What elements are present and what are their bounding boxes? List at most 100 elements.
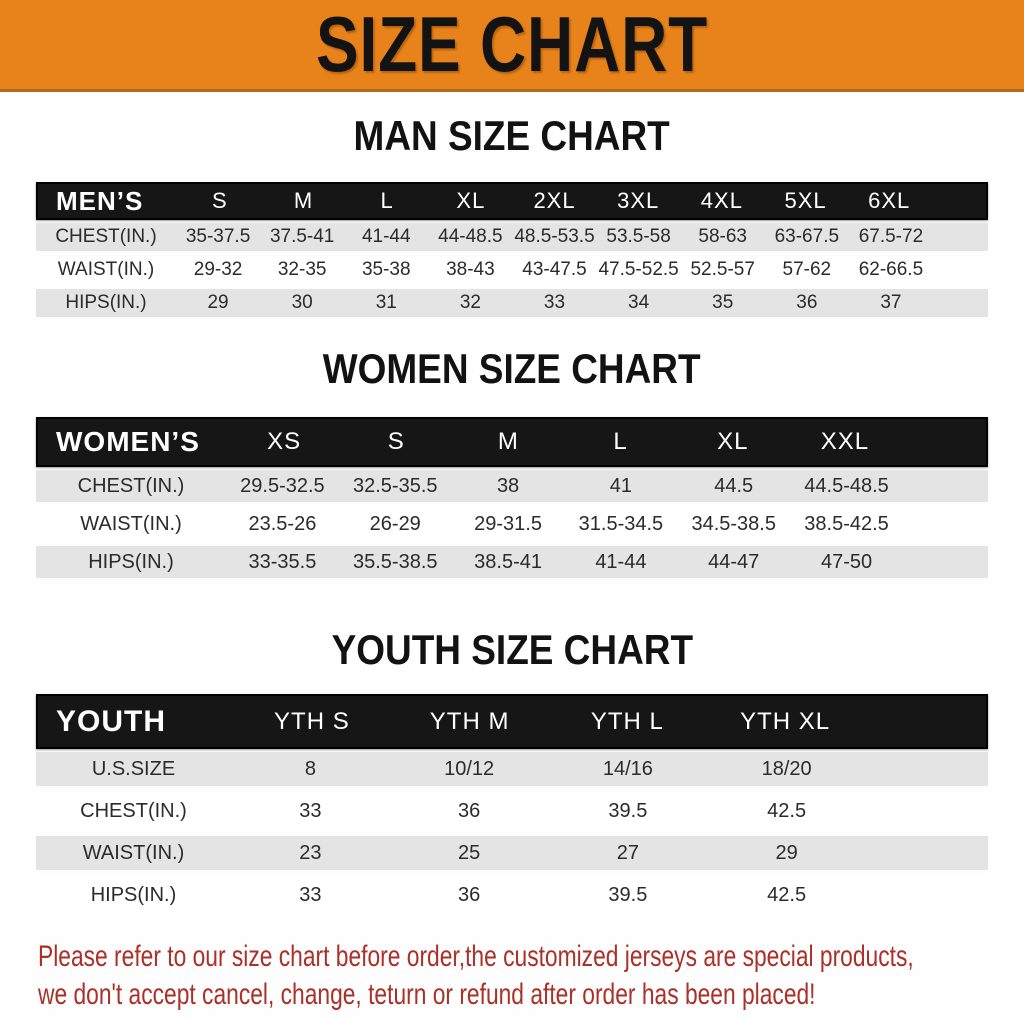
size-chart-title: SIZE CHART xyxy=(316,0,708,88)
size-table: WOMEN’S XS S M L XL XXL CHEST(IN.) 29.5-32.5 32… xyxy=(36,417,988,578)
table-row: HIPS(IN.) 33 36 39.5 42.5 xyxy=(36,878,988,912)
size-value-cell: 34.5-38.5 xyxy=(691,512,776,535)
size-value-cell: 25 xyxy=(458,841,481,864)
size-value-cell: 41-44 xyxy=(361,226,411,247)
section-heading-text: MAN SIZE CHART xyxy=(353,112,671,159)
size-value-cell: 31.5-34.5 xyxy=(578,512,664,535)
size-chart-section: WOMEN SIZE CHART WOMEN’S XS S M L XL XXL CHES… xyxy=(0,347,1024,578)
size-value-cell: 23 xyxy=(299,841,322,864)
size-column-header: 2XL xyxy=(533,188,576,213)
size-chart-banner: SIZE CHART xyxy=(0,0,1024,92)
size-column-header: M xyxy=(497,428,519,455)
size-column-header: 5XL xyxy=(784,188,827,213)
size-value-cell: 43-47.5 xyxy=(522,259,587,280)
table-group-label: YOUTH xyxy=(56,704,166,738)
size-value-cell: 32 xyxy=(459,292,481,313)
size-column-header: 6XL xyxy=(868,188,911,213)
row-label: WAIST(IN.) xyxy=(57,259,155,280)
size-table: MEN’S S M L XL 2XL 3XL 4XL 5XL 6XL CHEST(IN.) 35-… xyxy=(36,182,988,317)
table-group-label: MEN’S xyxy=(56,185,144,216)
disclaimer-text: Please refer to our size chart before or… xyxy=(0,938,1024,1014)
size-value-cell: 35 xyxy=(712,292,734,313)
size-value-cell: 29 xyxy=(207,292,229,313)
size-value-cell: 57-62 xyxy=(782,259,832,280)
table-header-row: YOUTH YTH S YTH M YTH L YTH XL xyxy=(36,694,988,749)
size-value-cell: 33-35.5 xyxy=(248,550,317,573)
section-heading: WOMEN SIZE CHART xyxy=(0,347,1024,391)
size-value-cell: 37 xyxy=(880,292,902,313)
size-value-cell: 18/20 xyxy=(761,757,812,780)
table-row: WAIST(IN.) 23 25 27 29 xyxy=(36,836,988,870)
row-label: HIPS(IN.) xyxy=(88,550,174,573)
table-row: U.S.SIZE 8 10/12 14/16 18/20 xyxy=(36,752,988,786)
size-value-cell: 58-63 xyxy=(698,226,748,247)
table-header-row: WOMEN’S XS S M L XL XXL xyxy=(36,417,988,467)
row-label: WAIST(IN.) xyxy=(82,841,185,864)
size-value-cell: 44.5 xyxy=(714,474,754,497)
size-value-cell: 36 xyxy=(458,799,481,822)
table-row: CHEST(IN.) 33 36 39.5 42.5 xyxy=(36,794,988,828)
size-value-cell: 29-31.5 xyxy=(474,512,542,535)
size-value-cell: 29 xyxy=(775,841,798,864)
size-value-cell: 38.5-42.5 xyxy=(804,512,889,535)
row-label: CHEST(IN.) xyxy=(80,799,187,822)
row-label: U.S.SIZE xyxy=(91,757,176,780)
size-value-cell: 48.5-53.5 xyxy=(514,226,595,247)
size-value-cell: 38.5-41 xyxy=(474,550,542,573)
size-value-cell: 29.5-32.5 xyxy=(240,474,325,497)
table-group-label: WOMEN’S xyxy=(56,426,200,457)
size-value-cell: 44-48.5 xyxy=(438,226,503,247)
size-value-cell: 35.5-38.5 xyxy=(352,550,438,573)
size-column-header: XL xyxy=(717,428,749,455)
size-chart-sections: MAN SIZE CHART MEN’S S M L XL 2XL 3XL 4XL 5XL 6X… xyxy=(0,114,1024,912)
table-row: CHEST(IN.) 29.5-32.5 32.5-35.5 38 41 44.5 44.5… xyxy=(36,470,988,502)
size-value-cell: 27 xyxy=(616,841,639,864)
size-table: YOUTH YTH S YTH M YTH L YTH XL U.S.SIZE 8 10/… xyxy=(36,694,988,912)
disclaimer-line: Please refer to our size chart before or… xyxy=(38,940,914,973)
row-label: WAIST(IN.) xyxy=(80,512,182,535)
size-value-cell: 41 xyxy=(609,474,633,497)
row-label: CHEST(IN.) xyxy=(77,474,185,497)
size-column-header: S xyxy=(211,188,228,213)
size-value-cell: 30 xyxy=(291,292,313,313)
size-column-header: L xyxy=(613,428,628,455)
size-value-cell: 35-38 xyxy=(361,259,411,280)
section-heading-text: YOUTH SIZE CHART xyxy=(331,626,693,673)
table-header-row: MEN’S S M L XL 2XL 3XL 4XL 5XL 6XL xyxy=(36,182,988,220)
size-value-cell: 41-44 xyxy=(595,550,647,573)
row-label: HIPS(IN.) xyxy=(90,883,177,906)
size-value-cell: 39.5 xyxy=(608,883,648,906)
size-value-cell: 33 xyxy=(543,292,566,313)
size-column-header: L xyxy=(380,188,394,213)
size-value-cell: 62-66.5 xyxy=(858,259,924,280)
size-value-cell: 67.5-72 xyxy=(858,226,924,247)
size-value-cell: 23.5-26 xyxy=(248,512,317,535)
size-column-header: YTH S xyxy=(274,707,350,735)
size-column-header: YTH M xyxy=(429,707,510,735)
row-label: HIPS(IN.) xyxy=(65,292,147,313)
size-value-cell: 63-67.5 xyxy=(774,226,840,247)
size-value-cell: 10/12 xyxy=(444,757,495,780)
size-value-cell: 36 xyxy=(796,292,818,313)
table-row: WAIST(IN.) 23.5-26 26-29 29-31.5 31.5-34.5 34… xyxy=(36,508,988,540)
section-heading-text: WOMEN SIZE CHART xyxy=(323,345,701,392)
size-value-cell: 26-29 xyxy=(369,512,421,535)
size-value-cell: 33 xyxy=(299,799,322,822)
table-row: HIPS(IN.) 29 30 31 32 33 34 35 36 37 xyxy=(36,289,988,317)
size-value-cell: 47-50 xyxy=(820,550,873,573)
size-column-header: XS xyxy=(267,428,302,455)
table-body: CHEST(IN.) 29.5-32.5 32.5-35.5 38 41 44.5 44.5… xyxy=(36,470,988,578)
size-column-header: M xyxy=(293,188,314,213)
size-value-cell: 44.5-48.5 xyxy=(804,474,889,497)
size-value-cell: 44-47 xyxy=(708,550,760,573)
table-body: CHEST(IN.) 35-37.5 37.5-41 41-44 44-48.5 48.5… xyxy=(36,223,988,317)
row-label: CHEST(IN.) xyxy=(55,226,157,247)
table-row: HIPS(IN.) 33-35.5 35.5-38.5 38.5-41 41-44 44-… xyxy=(36,546,988,578)
size-value-cell: 47.5-52.5 xyxy=(598,259,679,280)
size-value-cell: 39.5 xyxy=(608,799,648,822)
table-body: U.S.SIZE 8 10/12 14/16 18/20 CHEST(IN.) 33 36 39… xyxy=(36,752,988,912)
size-column-header: 3XL xyxy=(617,188,660,213)
size-value-cell: 53.5-58 xyxy=(606,226,671,247)
size-value-cell: 34 xyxy=(628,292,650,313)
size-chart-section: YOUTH SIZE CHART YOUTH YTH S YTH M YTH L YT… xyxy=(0,628,1024,912)
